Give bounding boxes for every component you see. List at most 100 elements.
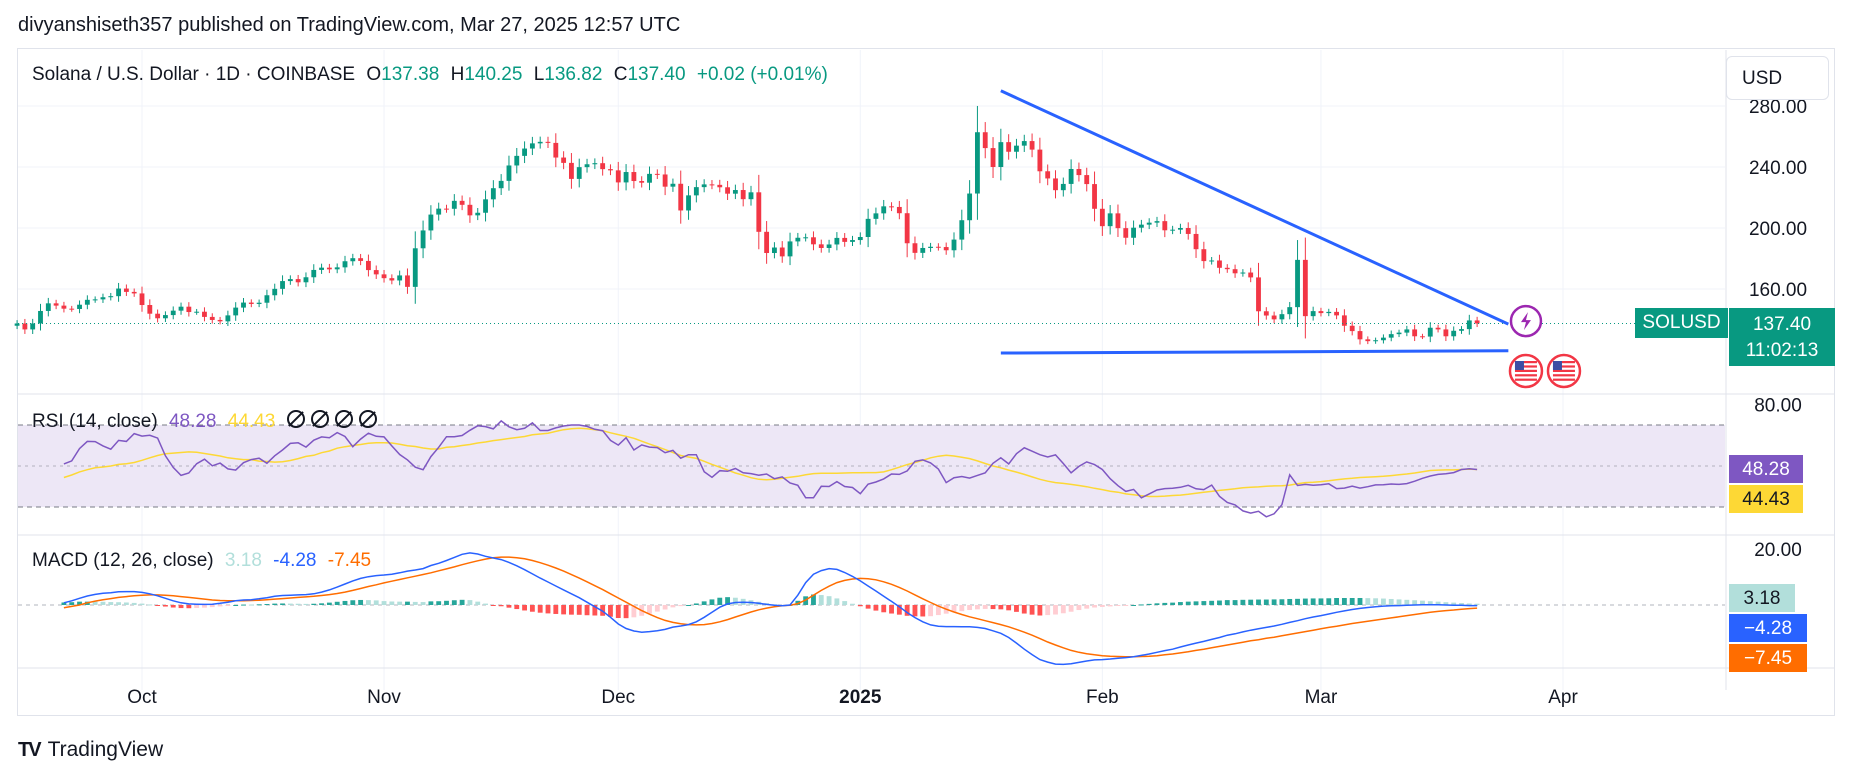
candle-body — [1170, 229, 1176, 231]
candle-body — [1068, 168, 1074, 184]
candle-body — [1084, 175, 1090, 185]
macd-title[interactable]: MACD (12, 26, close) — [32, 550, 214, 571]
candle-body — [615, 170, 621, 183]
macd-histogram-bar — [256, 604, 262, 606]
candle-body — [717, 184, 723, 188]
candle-body — [14, 323, 20, 326]
candle-body — [272, 288, 278, 296]
candle-body — [1029, 141, 1035, 150]
high-label: H140.25 — [450, 64, 523, 85]
macd-histogram-bar — [61, 602, 67, 605]
candle-body — [943, 247, 949, 251]
macd-histogram-bar — [1256, 599, 1261, 605]
macd-histogram-bar — [451, 600, 457, 605]
macd-histogram-bar — [975, 605, 980, 610]
candle-body — [1326, 311, 1332, 314]
candle-body — [896, 206, 902, 214]
candle-body — [748, 192, 754, 200]
candle-body — [483, 199, 488, 213]
time-axis-tick-label: Oct — [127, 687, 157, 708]
macd-histogram-bar — [670, 605, 676, 608]
candle-body — [1435, 327, 1441, 330]
macd-histogram-bar — [1131, 605, 1136, 606]
candle-body — [69, 308, 75, 310]
candle-body — [803, 237, 809, 239]
macd-histogram-bar — [850, 603, 855, 605]
price-axis-tick-label: 160.00 — [1749, 280, 1807, 301]
macd-histogram-bar — [342, 600, 348, 605]
rsi-title[interactable]: RSI (14, close) — [32, 411, 158, 432]
macd-histogram-bar — [1334, 598, 1339, 605]
candle-body — [1146, 222, 1152, 225]
rsi-ma-line — [63, 427, 1478, 498]
candle-body — [975, 132, 980, 194]
macd-histogram-bar — [280, 603, 285, 605]
candle-body — [959, 220, 965, 240]
candle-body — [1279, 314, 1285, 320]
macd-histogram-bar — [1341, 598, 1347, 605]
rsi-line — [63, 419, 1478, 518]
candle-body — [912, 243, 918, 253]
footer-brand[interactable]: TV TradingView — [18, 738, 163, 762]
candle-body — [459, 200, 465, 205]
macd-histogram-bar — [569, 605, 574, 615]
candle-body — [850, 240, 855, 242]
candle-body — [1263, 311, 1269, 316]
macd-histogram-bar — [350, 600, 356, 605]
macd-histogram-bar — [1240, 599, 1246, 605]
candle-body — [600, 163, 606, 170]
candle-body — [756, 192, 762, 232]
candle-body — [1076, 168, 1082, 176]
candle-body — [1014, 145, 1019, 152]
candle-body — [123, 288, 129, 292]
macd-histogram-bar — [865, 605, 871, 609]
currency-button[interactable]: USD — [1726, 56, 1829, 100]
macd-histogram-bar — [1466, 603, 1472, 605]
macd-histogram-bar — [77, 601, 82, 605]
change-value: +0.02 (+0.01%) — [696, 64, 828, 85]
macd-histogram-bar — [1459, 603, 1464, 605]
time-axis-tick-label: Mar — [1305, 687, 1338, 708]
horizontal-support-line — [1000, 349, 1509, 355]
candle-body — [569, 162, 574, 179]
flag-stripe — [1514, 374, 1537, 377]
flag-stripe — [1552, 369, 1575, 372]
candle-body — [982, 132, 988, 149]
candle-body — [1185, 228, 1191, 234]
macd-histogram-bar — [1295, 598, 1300, 605]
candle-body — [287, 279, 293, 282]
open-label: O137.38 — [366, 64, 440, 85]
candle-body — [451, 200, 457, 209]
macd-histogram-bar — [818, 595, 824, 605]
candle-body — [639, 181, 645, 183]
flag-stripe — [1514, 378, 1537, 381]
macd-histogram-bar — [311, 603, 317, 605]
macd-histogram-bar — [1474, 603, 1480, 605]
macd-histogram-bar — [490, 605, 496, 606]
macd-histogram-bar — [537, 605, 543, 613]
candle-body — [248, 302, 254, 304]
macd-histogram-bar — [647, 605, 652, 614]
candle-body — [1404, 329, 1410, 333]
macd-histogram-bar — [1029, 605, 1035, 615]
high-value: 140.25 — [464, 64, 523, 85]
macd-layer — [18, 552, 1725, 666]
macd-histogram-bar — [615, 605, 621, 619]
candle-body — [935, 246, 941, 248]
macd-histogram-bar — [1318, 598, 1324, 605]
axis-layer: 280.00 240.00 200.00 160.00 80.00 20.00 Oct Nov… — [127, 97, 1807, 708]
candle-body — [545, 141, 551, 143]
macd-histogram-bar — [1396, 599, 1402, 605]
macd-histogram-bar — [1099, 605, 1105, 607]
candle-body — [1256, 277, 1261, 312]
macd-histogram-bar — [1068, 605, 1074, 612]
macd-histogram-bar — [545, 605, 551, 614]
macd-histogram-bar — [951, 605, 957, 613]
candle-body — [1474, 320, 1480, 324]
symbol-title[interactable]: Solana / U.S. Dollar · 1D · COINBASE — [32, 64, 356, 85]
descending-trendline — [1000, 89, 1509, 326]
candle-body — [1420, 336, 1425, 338]
candle-body — [1037, 149, 1043, 172]
macd-histogram-bar — [1232, 600, 1238, 605]
